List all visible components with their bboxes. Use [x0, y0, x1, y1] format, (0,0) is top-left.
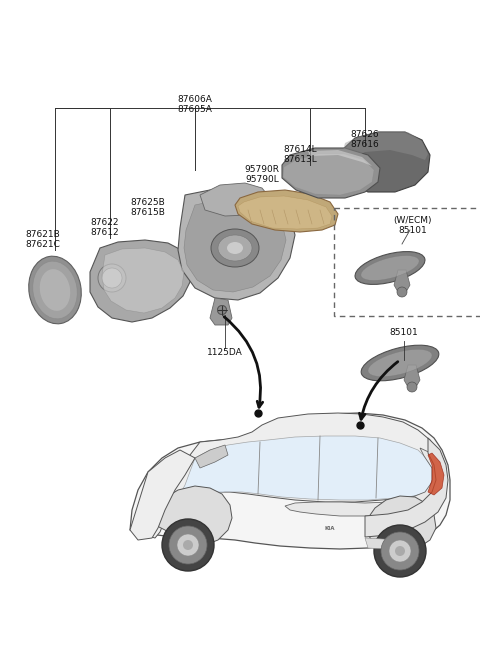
Polygon shape	[404, 365, 420, 387]
Text: 87622
87612: 87622 87612	[91, 218, 120, 237]
Ellipse shape	[102, 268, 122, 288]
Polygon shape	[178, 190, 295, 300]
Ellipse shape	[211, 229, 259, 267]
Ellipse shape	[29, 256, 81, 324]
Polygon shape	[210, 298, 232, 325]
Polygon shape	[394, 270, 410, 292]
Text: 1125DA: 1125DA	[207, 348, 243, 357]
Polygon shape	[130, 450, 195, 540]
Text: 87606A
87605A: 87606A 87605A	[178, 95, 213, 114]
Ellipse shape	[368, 350, 432, 377]
Ellipse shape	[217, 306, 227, 314]
Polygon shape	[338, 132, 430, 192]
Ellipse shape	[40, 269, 70, 311]
Polygon shape	[365, 538, 412, 550]
Ellipse shape	[169, 526, 207, 564]
Polygon shape	[366, 496, 436, 551]
Ellipse shape	[397, 287, 407, 297]
Text: 87621B
87621C: 87621B 87621C	[25, 230, 60, 249]
Polygon shape	[283, 154, 374, 195]
Text: 95790R
95790L: 95790R 95790L	[244, 165, 279, 184]
Ellipse shape	[177, 534, 199, 556]
Ellipse shape	[227, 242, 243, 254]
Polygon shape	[235, 190, 338, 232]
Ellipse shape	[217, 306, 227, 314]
Polygon shape	[285, 448, 446, 516]
Ellipse shape	[374, 525, 426, 577]
Polygon shape	[102, 248, 184, 313]
Ellipse shape	[395, 546, 405, 556]
Polygon shape	[172, 436, 434, 532]
Ellipse shape	[361, 256, 419, 280]
Ellipse shape	[355, 252, 425, 285]
Ellipse shape	[407, 382, 417, 392]
Polygon shape	[195, 445, 228, 468]
Text: 87625B
87615B: 87625B 87615B	[131, 198, 166, 217]
Polygon shape	[148, 486, 232, 545]
Ellipse shape	[381, 532, 419, 570]
Polygon shape	[90, 240, 192, 322]
Polygon shape	[282, 148, 380, 198]
Polygon shape	[184, 200, 286, 292]
Text: KIA: KIA	[325, 525, 335, 531]
Text: 87614L
87613L: 87614L 87613L	[283, 145, 317, 165]
Text: 87626
87616: 87626 87616	[350, 130, 379, 150]
Ellipse shape	[33, 261, 77, 319]
Ellipse shape	[162, 519, 214, 571]
Ellipse shape	[218, 235, 252, 261]
Ellipse shape	[98, 264, 126, 292]
Polygon shape	[200, 183, 270, 216]
Polygon shape	[365, 438, 448, 537]
Polygon shape	[308, 150, 372, 166]
Polygon shape	[130, 413, 450, 549]
Polygon shape	[342, 131, 428, 160]
Ellipse shape	[361, 345, 439, 380]
Polygon shape	[238, 196, 332, 229]
Polygon shape	[428, 453, 444, 495]
Polygon shape	[145, 413, 442, 538]
Text: (W/ECM)
85101: (W/ECM) 85101	[394, 216, 432, 236]
Text: 85101: 85101	[390, 328, 419, 337]
Ellipse shape	[389, 540, 411, 562]
Ellipse shape	[183, 540, 193, 550]
